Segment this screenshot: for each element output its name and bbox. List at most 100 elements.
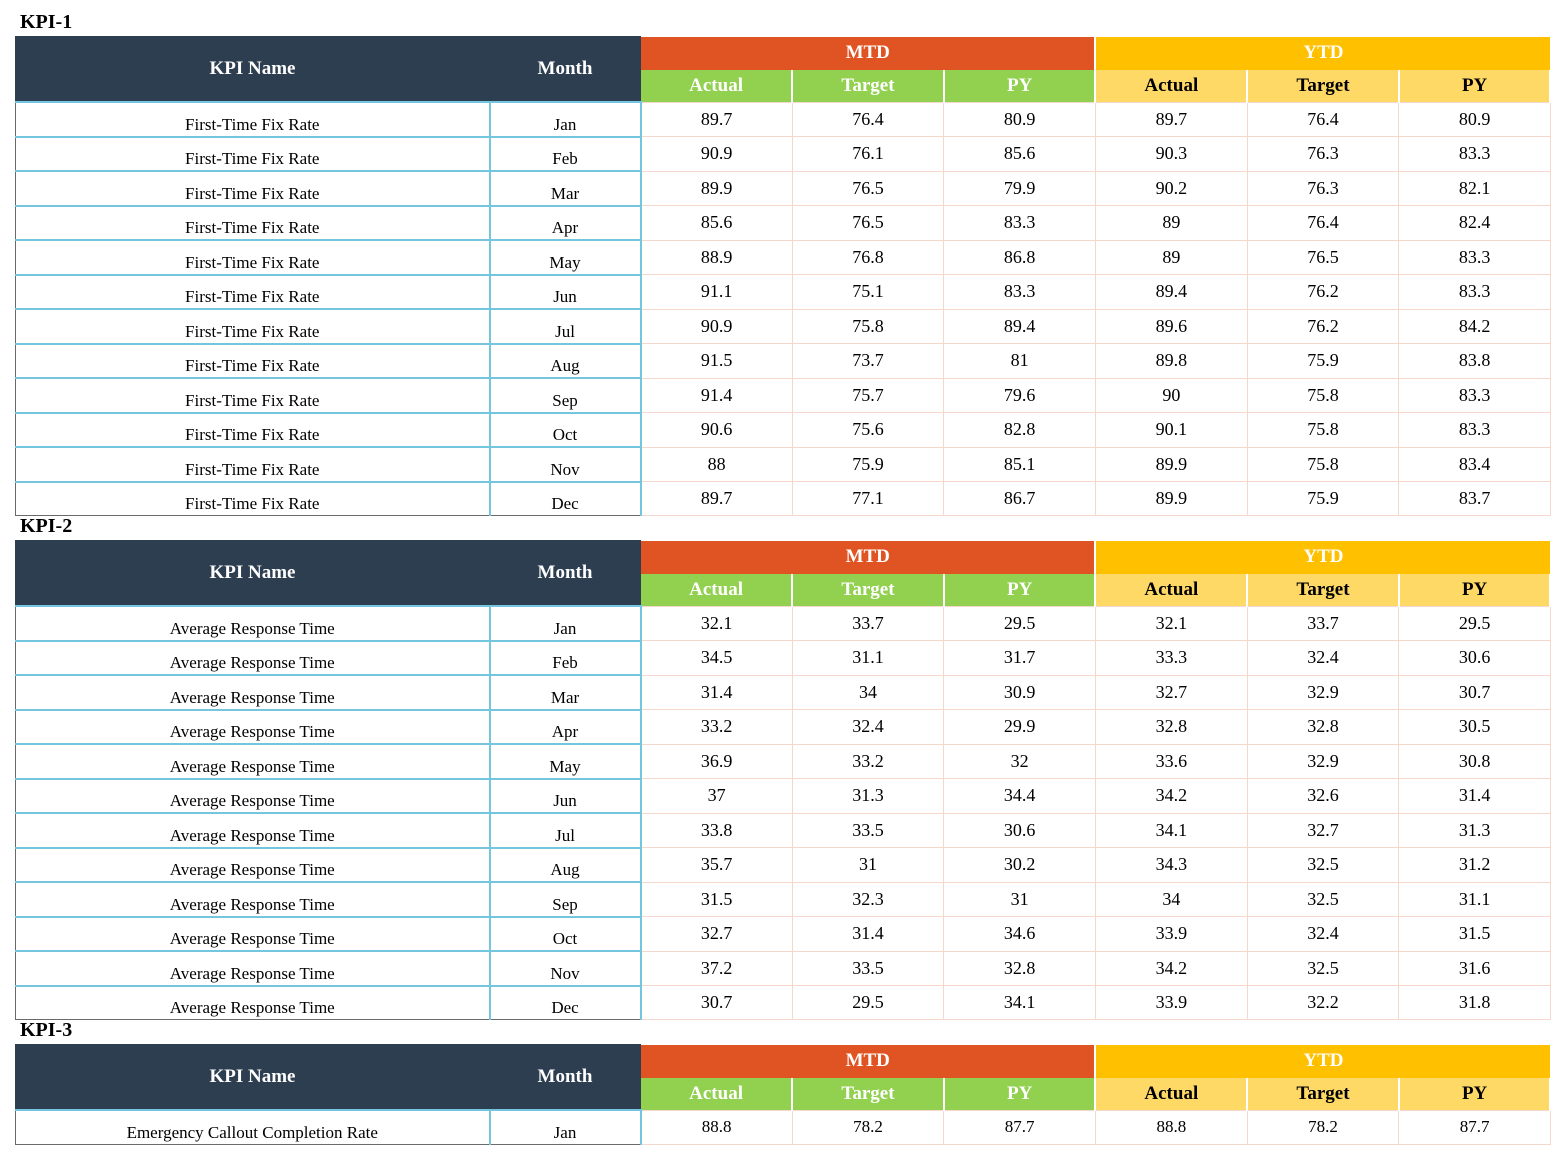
mtd-target-cell: 33.5 <box>791 950 945 986</box>
mtd-py-cell: 86.8 <box>943 239 1096 275</box>
mtd-py-cell: 30.6 <box>943 812 1096 848</box>
mtd-actual-cell: 36.9 <box>640 743 793 779</box>
kpi-name-cell: Average Response Time <box>15 639 491 676</box>
ytd-actual-header: Actual <box>1095 573 1249 606</box>
kpi-name-cell: First-Time Fix Rate <box>15 239 491 276</box>
ytd-actual-cell: 34.2 <box>1094 778 1248 814</box>
mtd-actual-cell: 88.9 <box>640 239 793 275</box>
ytd-actual-cell: 90.2 <box>1094 170 1248 206</box>
ytd-py-cell: 87.7 <box>1398 1109 1551 1145</box>
ytd-target-cell: 32.5 <box>1246 950 1400 986</box>
table-row: First-Time Fix Rate Apr 85.6 76.5 83.3 89 76.4… <box>15 204 1551 241</box>
ytd-header: YTD <box>1095 36 1551 70</box>
mtd-target-header: Target <box>792 1077 945 1110</box>
kpi-title: KPI-3 <box>20 1019 73 1041</box>
ytd-py-cell: 31.2 <box>1398 847 1551 883</box>
mtd-target-cell: 31.4 <box>791 916 945 952</box>
month-cell: Sep <box>488 377 642 414</box>
ytd-py-cell: 30.5 <box>1398 709 1551 745</box>
kpi-table: KPI Name Month MTD YTD Actual Target PY … <box>15 1044 1552 1145</box>
table-row: Average Response Time Mar 31.4 34 30.9 32.7 32… <box>15 674 1551 711</box>
ytd-actual-cell: 33.9 <box>1094 985 1248 1020</box>
kpi-title: KPI-2 <box>20 515 73 537</box>
mtd-actual-header: Actual <box>640 69 794 102</box>
month-header: Month <box>489 540 641 607</box>
mtd-target-cell: 31.3 <box>791 778 945 814</box>
table-row: Average Response Time Nov 37.2 33.5 32.8 34.2… <box>15 950 1551 987</box>
ytd-py-cell: 31.8 <box>1398 985 1551 1020</box>
mtd-py-cell: 31 <box>943 881 1096 917</box>
ytd-actual-cell: 89 <box>1094 239 1248 275</box>
month-cell: Oct <box>488 915 642 952</box>
ytd-py-cell: 30.8 <box>1398 743 1551 779</box>
mtd-actual-header: Actual <box>640 1077 794 1110</box>
mtd-header: MTD <box>640 540 1097 574</box>
ytd-target-cell: 78.2 <box>1246 1109 1400 1145</box>
ytd-py-cell: 30.6 <box>1398 640 1551 676</box>
mtd-py-cell: 81 <box>943 343 1096 379</box>
mtd-target-cell: 75.1 <box>791 274 945 310</box>
ytd-py-header: PY <box>1398 69 1552 102</box>
mtd-actual-cell: 91.1 <box>640 274 793 310</box>
ytd-py-cell: 82.1 <box>1398 170 1551 206</box>
ytd-target-cell: 76.3 <box>1246 136 1400 172</box>
ytd-target-cell: 32.9 <box>1246 674 1400 710</box>
kpi-name-cell: First-Time Fix Rate <box>15 308 491 345</box>
kpi-name-cell: Average Response Time <box>15 950 491 987</box>
ytd-actual-cell: 90 <box>1094 377 1248 413</box>
month-cell: Mar <box>488 674 642 711</box>
mtd-actual-header: Actual <box>640 573 794 606</box>
ytd-actual-cell: 32.8 <box>1094 709 1248 745</box>
mtd-actual-cell: 90.6 <box>640 412 793 448</box>
mtd-py-cell: 82.8 <box>943 412 1096 448</box>
ytd-py-cell: 29.5 <box>1398 605 1551 641</box>
mtd-actual-cell: 91.4 <box>640 377 793 413</box>
ytd-actual-cell: 34.3 <box>1094 847 1248 883</box>
ytd-actual-cell: 89.9 <box>1094 481 1248 516</box>
ytd-target-cell: 76.5 <box>1246 239 1400 275</box>
mtd-py-cell: 85.1 <box>943 446 1096 482</box>
kpi-name-cell: First-Time Fix Rate <box>15 377 491 414</box>
mtd-target-cell: 75.6 <box>791 412 945 448</box>
ytd-target-cell: 32.5 <box>1246 881 1400 917</box>
ytd-target-cell: 76.4 <box>1246 101 1400 137</box>
mtd-py-cell: 32.8 <box>943 950 1096 986</box>
mtd-target-cell: 32.4 <box>791 709 945 745</box>
mtd-target-cell: 77.1 <box>791 481 945 516</box>
month-cell: Jun <box>488 273 642 310</box>
table-row: Emergency Callout Completion Rate Jan 88.8… <box>15 1109 1551 1145</box>
ytd-py-header: PY <box>1398 1077 1552 1110</box>
mtd-target-cell: 76.1 <box>791 136 945 172</box>
mtd-target-cell: 34 <box>791 674 945 710</box>
month-cell: Dec <box>488 984 642 1020</box>
mtd-actual-cell: 31.4 <box>640 674 793 710</box>
mtd-py-cell: 34.6 <box>943 916 1096 952</box>
mtd-py-cell: 29.9 <box>943 709 1096 745</box>
mtd-py-cell: 29.5 <box>943 605 1096 641</box>
kpi-name-cell: Emergency Callout Completion Rate <box>15 1109 491 1145</box>
mtd-py-header: PY <box>943 573 1097 606</box>
mtd-py-cell: 34.4 <box>943 778 1096 814</box>
ytd-target-cell: 75.8 <box>1246 412 1400 448</box>
ytd-target-cell: 32.5 <box>1246 847 1400 883</box>
month-cell: Oct <box>488 411 642 448</box>
mtd-actual-cell: 32.7 <box>640 916 793 952</box>
mtd-target-cell: 29.5 <box>791 985 945 1020</box>
mtd-target-cell: 75.8 <box>791 308 945 344</box>
mtd-py-cell: 79.6 <box>943 377 1096 413</box>
ytd-py-cell: 83.7 <box>1398 481 1551 516</box>
mtd-py-cell: 32 <box>943 743 1096 779</box>
ytd-target-header: Target <box>1247 573 1400 606</box>
ytd-target-cell: 32.9 <box>1246 743 1400 779</box>
month-cell: Aug <box>488 342 642 379</box>
ytd-target-cell: 32.2 <box>1246 985 1400 1020</box>
kpi-table-body: Emergency Callout Completion Rate Jan 88.8… <box>15 1109 1551 1145</box>
ytd-target-cell: 33.7 <box>1246 605 1400 641</box>
month-cell: Apr <box>488 708 642 745</box>
mtd-py-cell: 80.9 <box>943 101 1096 137</box>
ytd-actual-header: Actual <box>1095 69 1249 102</box>
ytd-target-cell: 32.4 <box>1246 916 1400 952</box>
mtd-actual-cell: 90.9 <box>640 136 793 172</box>
mtd-actual-cell: 85.6 <box>640 205 793 241</box>
ytd-target-cell: 76.2 <box>1246 308 1400 344</box>
